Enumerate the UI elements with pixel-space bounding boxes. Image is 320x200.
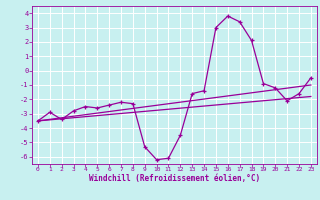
X-axis label: Windchill (Refroidissement éolien,°C): Windchill (Refroidissement éolien,°C) [89, 174, 260, 183]
